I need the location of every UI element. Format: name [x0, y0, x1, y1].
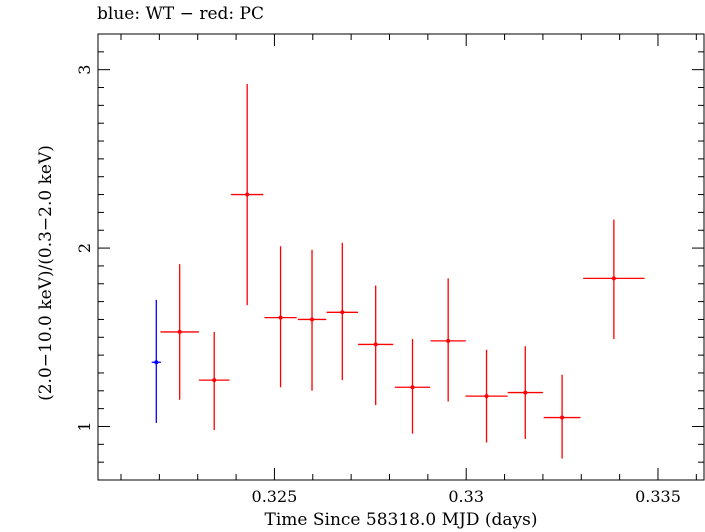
- axes-group: 0.325 0.33 0.335 1 2 3: [75, 33, 704, 506]
- data-point-pc: [198, 331, 230, 431]
- y-tick-label: 1: [75, 421, 94, 431]
- chart-title: blue: WT − red: PC: [97, 4, 264, 24]
- point-marker: [310, 317, 315, 322]
- point-marker: [373, 342, 378, 347]
- point-marker: [560, 415, 565, 420]
- data-point-pc: [507, 346, 543, 439]
- y-tick-label: 2: [75, 243, 94, 253]
- point-marker: [484, 394, 489, 399]
- point-marker: [410, 385, 415, 390]
- data-point-pc: [231, 83, 264, 306]
- point-marker: [212, 378, 217, 383]
- point-marker: [523, 390, 528, 395]
- x-tick-label: 0.325: [252, 487, 298, 506]
- data-point-pc: [264, 246, 297, 388]
- data-point-pc: [583, 219, 645, 340]
- point-marker: [245, 192, 250, 197]
- point-marker: [154, 360, 159, 365]
- data-marks: [151, 83, 645, 459]
- data-point-pc: [465, 349, 508, 443]
- point-marker: [611, 276, 616, 281]
- plot-frame: [97, 33, 705, 481]
- point-marker: [340, 310, 345, 315]
- x-axis-label: Time Since 58318.0 MJD (days): [264, 510, 538, 530]
- data-point-pc: [430, 278, 466, 402]
- data-point-pc: [297, 249, 327, 391]
- data-point-wt: [151, 299, 161, 423]
- point-marker: [278, 315, 283, 320]
- y-tick-label: 3: [75, 65, 94, 75]
- data-point-pc: [326, 242, 359, 381]
- x-tick-label: 0.335: [635, 487, 681, 506]
- x-tick-label: 0.33: [448, 487, 484, 506]
- point-marker: [446, 338, 451, 343]
- data-point-pc: [543, 374, 581, 459]
- data-point-pc: [394, 339, 431, 434]
- data-point-pc: [358, 285, 394, 406]
- point-marker: [177, 329, 182, 334]
- data-point-pc: [160, 264, 199, 400]
